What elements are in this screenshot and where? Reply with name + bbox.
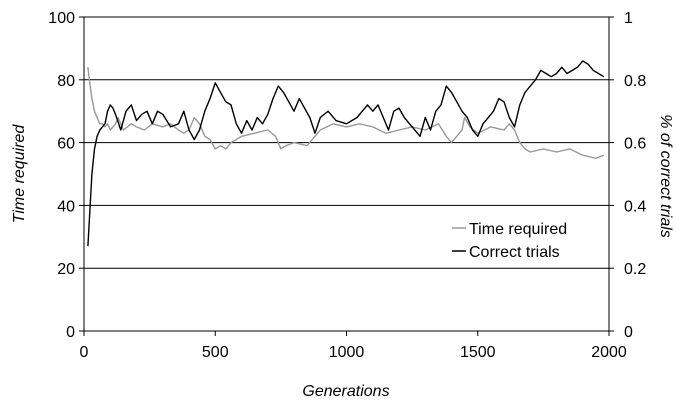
legend-label-correct-trials: Correct trials xyxy=(469,244,560,261)
gridlines xyxy=(84,16,609,269)
left-tick-label-80: 80 xyxy=(57,73,75,90)
left-tick-label-60: 60 xyxy=(57,136,75,153)
right-tick-label-0.6: 0.6 xyxy=(624,136,646,153)
left-tick-label-100: 100 xyxy=(48,10,75,27)
x-tick-label-2000: 2000 xyxy=(591,344,627,361)
x-tick-label-1000: 1000 xyxy=(329,344,365,361)
x-axis-ticks: 0 500 1000 1500 2000 xyxy=(80,331,627,361)
x-tick-label-1500: 1500 xyxy=(460,344,496,361)
legend-label-time-required: Time required xyxy=(469,221,567,238)
series-layer xyxy=(87,60,605,247)
right-axis-title: % of correct trials xyxy=(657,114,674,238)
left-tick-label-0: 0 xyxy=(66,324,75,341)
left-axis-ticks: 0 20 40 60 80 100 xyxy=(48,10,84,341)
left-axis-title: Time required xyxy=(11,124,28,224)
series-line-time-required xyxy=(87,67,605,160)
legend: Time required Correct trials xyxy=(452,221,567,261)
right-tick-label-1: 1 xyxy=(624,10,633,27)
right-tick-label-0.2: 0.2 xyxy=(624,261,646,278)
right-tick-label-0: 0 xyxy=(624,324,633,341)
right-axis-ticks: 0 0.2 0.4 0.6 0.8 1 xyxy=(609,10,646,341)
left-tick-label-20: 20 xyxy=(57,261,75,278)
right-tick-label-0.4: 0.4 xyxy=(624,198,646,215)
x-tick-label-0: 0 xyxy=(80,344,89,361)
left-tick-label-40: 40 xyxy=(57,198,75,215)
x-tick-label-500: 500 xyxy=(202,344,229,361)
right-tick-label-0.8: 0.8 xyxy=(624,73,646,90)
series-line-correct-trials xyxy=(87,60,605,247)
x-axis-title: Generations xyxy=(302,383,389,400)
axes xyxy=(83,17,610,332)
